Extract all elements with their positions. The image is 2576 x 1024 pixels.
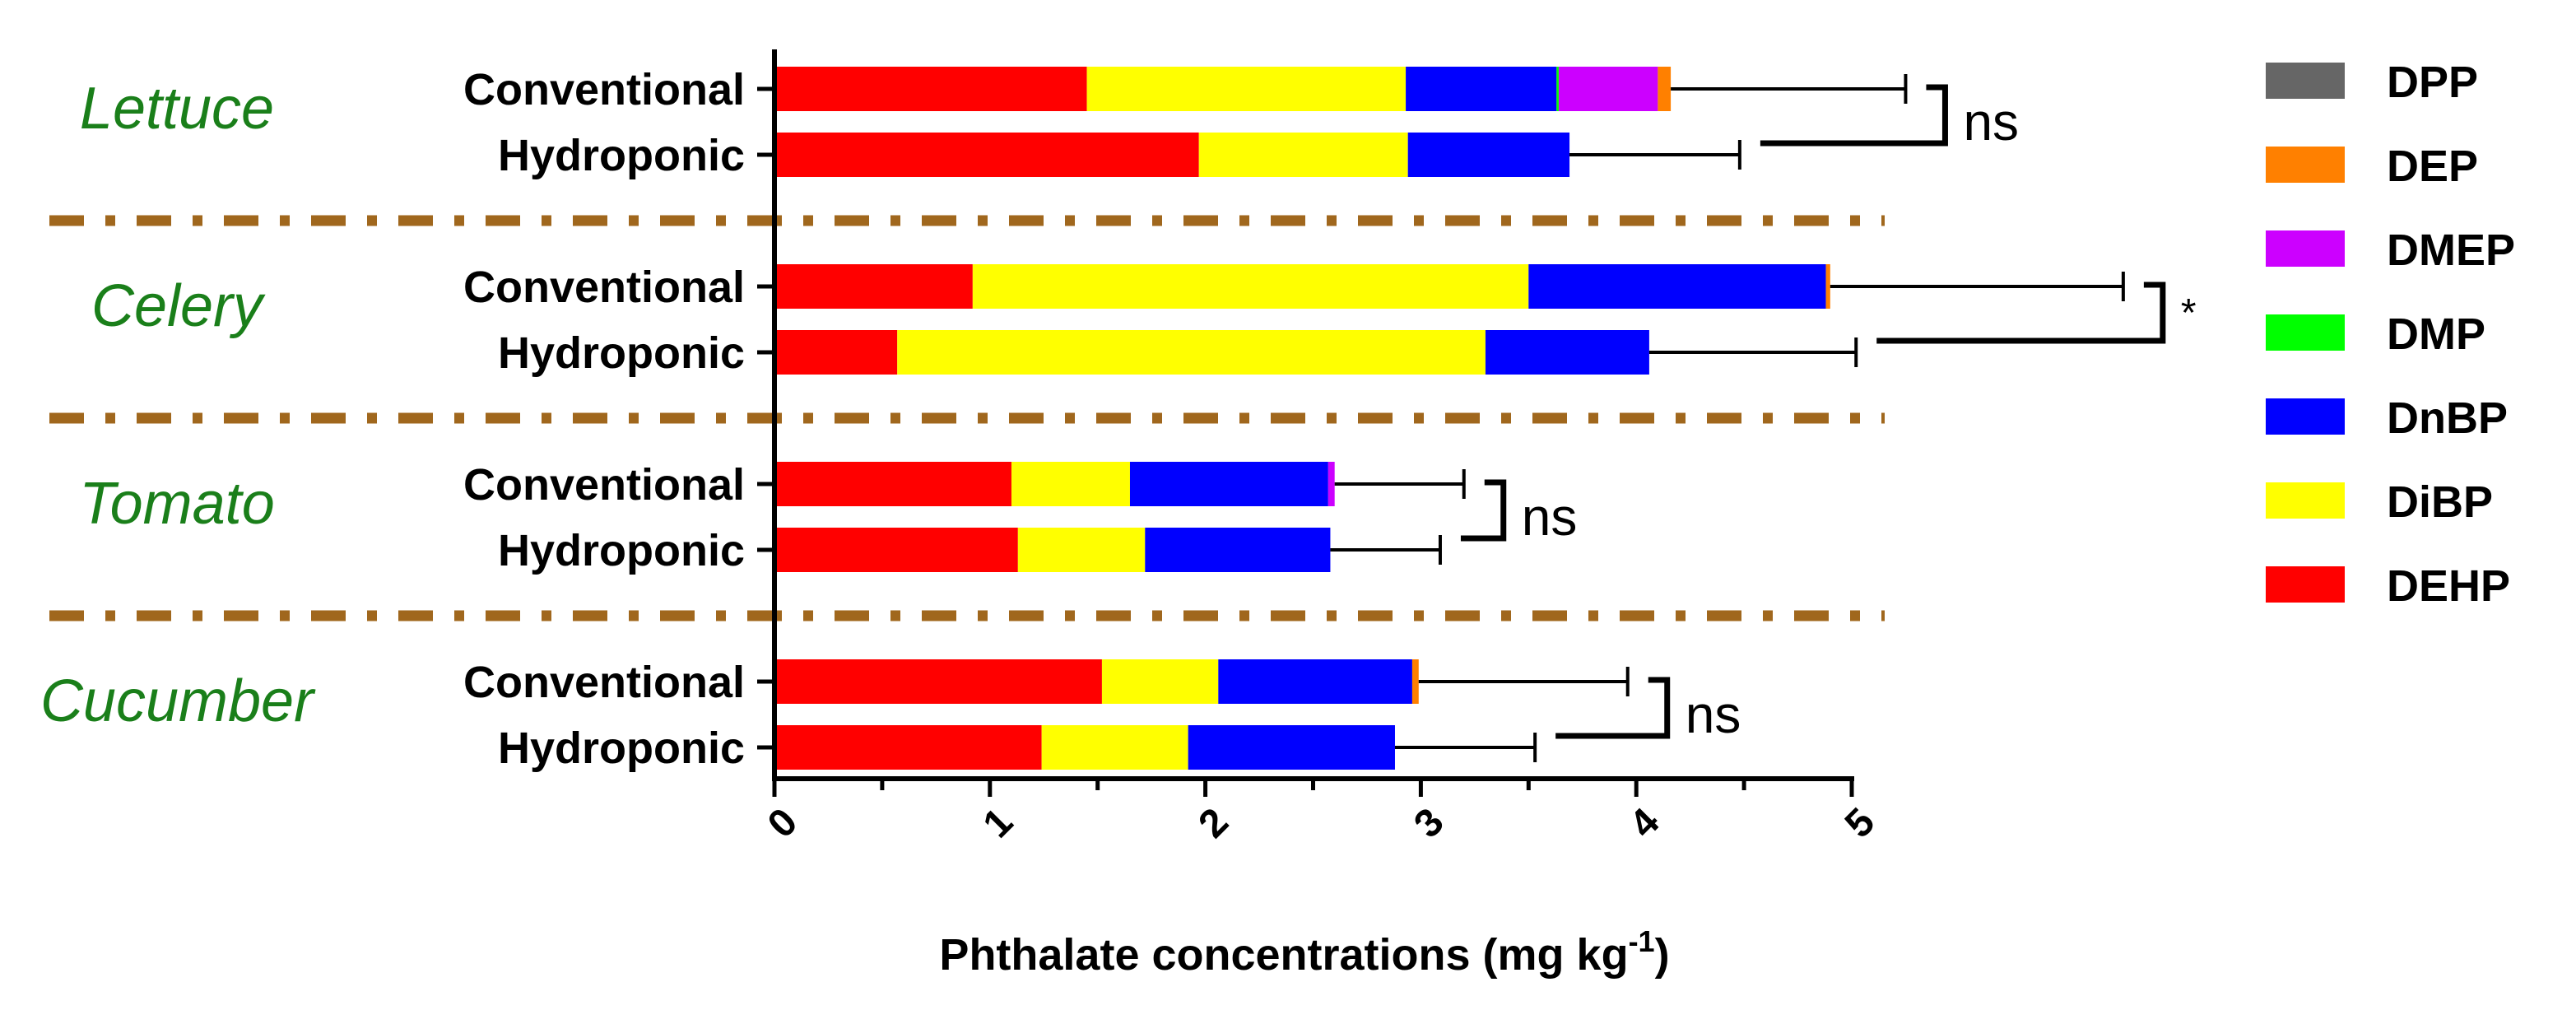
bar-segment-dnbp bbox=[1188, 725, 1395, 770]
category-label: Conventional bbox=[463, 658, 745, 707]
significance-brackets: ns * ns ns bbox=[1460, 84, 2197, 744]
significance-bracket bbox=[1460, 479, 1507, 542]
legend-label: DnBP bbox=[2387, 393, 2508, 443]
bar-segment-dehp bbox=[774, 659, 1102, 704]
legend-label: DMEP bbox=[2387, 226, 2515, 275]
significance-bracket bbox=[1876, 282, 2166, 344]
crop-label: Tomato bbox=[79, 471, 274, 537]
legend: DPP DEP DMEP DMP DnBP DiBP DEHP bbox=[2266, 58, 2515, 611]
bars-layer bbox=[774, 67, 1830, 770]
x-tick-label: 5 bbox=[1837, 800, 1883, 846]
significance-label: * bbox=[2181, 291, 2197, 335]
bar-segment-dnbp bbox=[1407, 133, 1570, 177]
bar-segment-dibp bbox=[897, 330, 1486, 375]
bar-segment-dibp bbox=[1017, 528, 1146, 572]
category-label: Hydroponic bbox=[498, 328, 745, 378]
legend-label: DEP bbox=[2387, 142, 2478, 191]
x-tick-label: 4 bbox=[1621, 800, 1668, 847]
legend-label: DMP bbox=[2387, 310, 2485, 359]
bar-segment-dmep bbox=[1328, 462, 1335, 506]
x-axis-title: Phthalate concentrations (mg kg-1) bbox=[939, 924, 1669, 980]
bar-segment-dnbp bbox=[1485, 330, 1649, 375]
significance-label: ns bbox=[1522, 487, 1578, 547]
bar-segment-dehp bbox=[774, 462, 1011, 506]
bar-segment-dibp bbox=[1198, 133, 1408, 177]
x-tick-label: 2 bbox=[1191, 800, 1237, 846]
bar-segment-dnbp bbox=[1145, 528, 1331, 572]
bar-segment-dnbp bbox=[1528, 264, 1826, 309]
legend-label: DiBP bbox=[2387, 477, 2493, 527]
error-bars-layer bbox=[1330, 74, 2125, 762]
bar-segment-dnbp bbox=[1218, 659, 1412, 704]
category-label: Conventional bbox=[463, 263, 745, 312]
bar-labels: Lettuce Conventional Hydroponic Celery Conve… bbox=[40, 65, 745, 773]
x-tick-label: 0 bbox=[760, 800, 806, 846]
crop-label: Lettuce bbox=[80, 76, 274, 142]
significance-label: ns bbox=[1686, 685, 1741, 744]
legend-label: DEHP bbox=[2387, 561, 2510, 611]
category-label: Hydroponic bbox=[498, 526, 745, 575]
bar-segment-dmep bbox=[1558, 67, 1658, 111]
legend-swatch-dmep bbox=[2266, 230, 2345, 267]
crop-label: Cucumber bbox=[40, 668, 316, 734]
legend-swatch-dehp bbox=[2266, 566, 2345, 603]
bar-segment-dibp bbox=[1086, 67, 1407, 111]
bar-segment-dehp bbox=[774, 528, 1018, 572]
bar-segment-dehp bbox=[774, 67, 1087, 111]
x-tick-label: 1 bbox=[975, 800, 1021, 846]
bar-segment-dehp bbox=[774, 725, 1042, 770]
significance-label: ns bbox=[1963, 92, 2019, 151]
significance-bracket bbox=[1555, 677, 1671, 739]
bar-segment-dmp bbox=[1556, 67, 1559, 111]
bar-segment-dep bbox=[1825, 264, 1830, 309]
significance-bracket bbox=[1760, 84, 1948, 147]
legend-swatch-dmp bbox=[2266, 314, 2345, 351]
x-tick-label: 3 bbox=[1406, 800, 1452, 846]
legend-swatch-dnbp bbox=[2266, 398, 2345, 435]
bar-segment-dehp bbox=[774, 133, 1199, 177]
bar-segment-dibp bbox=[972, 264, 1529, 309]
category-label: Conventional bbox=[463, 460, 745, 510]
category-label: Conventional bbox=[463, 65, 745, 114]
legend-label: DPP bbox=[2387, 58, 2478, 107]
bar-segment-dnbp bbox=[1129, 462, 1328, 506]
bar-segment-dnbp bbox=[1406, 67, 1557, 111]
bar-segment-dep bbox=[1411, 659, 1419, 704]
legend-swatch-dep bbox=[2266, 147, 2345, 183]
bar-segment-dibp bbox=[1011, 462, 1130, 506]
category-label: Hydroponic bbox=[498, 724, 745, 773]
bar-segment-dep bbox=[1658, 67, 1672, 111]
bar-segment-dibp bbox=[1101, 659, 1219, 704]
legend-swatch-dibp bbox=[2266, 482, 2345, 519]
crop-label: Celery bbox=[91, 273, 266, 339]
bar-segment-dehp bbox=[774, 264, 973, 309]
legend-swatch-dpp bbox=[2266, 63, 2345, 99]
category-label: Hydroponic bbox=[498, 131, 745, 180]
bar-segment-dehp bbox=[774, 330, 898, 375]
bar-segment-dibp bbox=[1041, 725, 1188, 770]
